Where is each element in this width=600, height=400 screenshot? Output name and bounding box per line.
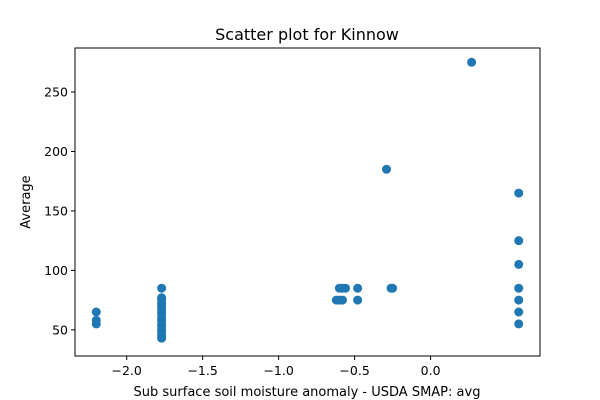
y-tick-label: 50 xyxy=(52,322,68,337)
data-point xyxy=(91,307,101,317)
data-point xyxy=(157,333,167,343)
y-axis-label: Average xyxy=(19,175,34,228)
data-point xyxy=(340,283,350,293)
x-tick-label: −2.0 xyxy=(111,363,141,378)
y-tick-label: 150 xyxy=(44,203,68,218)
data-point xyxy=(514,188,524,198)
ticks-layer: −2.0 −1.5 −1.0 −0.5 0.0 50 100 150 200 250 xyxy=(44,85,440,379)
data-point xyxy=(386,283,396,293)
x-tick-label: −1.0 xyxy=(263,363,293,378)
data-point xyxy=(382,164,392,174)
data-point xyxy=(337,295,347,305)
plot-frame xyxy=(74,47,541,357)
data-point xyxy=(514,259,524,269)
y-tick-label: 250 xyxy=(44,85,68,100)
data-point xyxy=(514,319,524,329)
chart-title: Scatter plot for Kinnow xyxy=(215,25,399,44)
data-point xyxy=(91,319,101,329)
x-tick-label: 0.0 xyxy=(421,363,441,378)
data-point xyxy=(514,236,524,246)
data-point xyxy=(353,295,363,305)
x-axis-label: Sub surface soil moisture anomaly - USDA… xyxy=(134,385,481,400)
data-point xyxy=(514,307,524,317)
y-tick-label: 100 xyxy=(44,263,68,278)
data-point xyxy=(514,295,524,305)
data-point xyxy=(157,283,167,293)
points-layer xyxy=(91,57,524,343)
x-tick-label: −0.5 xyxy=(339,363,369,378)
x-tick-label: −1.5 xyxy=(187,363,217,378)
data-point xyxy=(467,57,477,67)
data-point xyxy=(514,283,524,293)
data-point xyxy=(353,283,363,293)
y-tick-label: 200 xyxy=(44,144,68,159)
